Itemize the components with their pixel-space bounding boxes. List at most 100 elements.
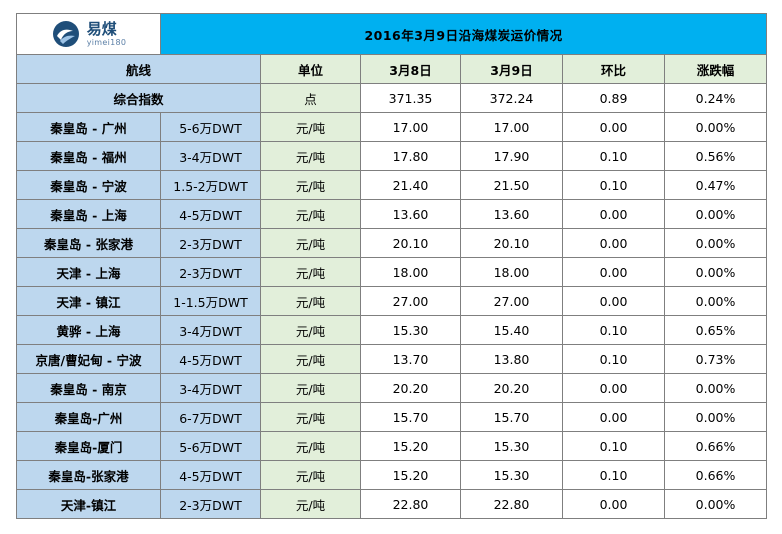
- pct-value-cell: 0.00%: [663, 257, 768, 287]
- date2-value-cell: 15.30: [460, 460, 563, 490]
- pct-value-cell: 0.00%: [663, 402, 768, 432]
- change-value-cell: 0.00: [562, 373, 665, 403]
- change-value-cell: 0.10: [562, 170, 665, 200]
- route-cell: 天津 - 上海: [16, 257, 161, 287]
- route-cell: 黄骅 - 上海: [16, 315, 161, 345]
- index-change: 0.89: [562, 83, 665, 113]
- header-pct: 涨跌幅: [663, 54, 768, 84]
- date1-value-cell: 22.80: [360, 489, 461, 519]
- change-value-cell: 0.00: [562, 257, 665, 287]
- logo-text: 易煤 yimei180: [86, 19, 127, 47]
- table-row: 秦皇岛 - 福州 3-4万DWT 元/吨 17.80 17.90 0.10 0.56%: [16, 141, 768, 171]
- logo-cell: 易煤 yimei180: [16, 13, 161, 55]
- date2-value-cell: 13.60: [460, 199, 563, 229]
- date1-value-cell: 21.40: [360, 170, 461, 200]
- unit-cell: 元/吨: [260, 402, 361, 432]
- pct-value-cell: 0.00%: [663, 286, 768, 316]
- table-row: 秦皇岛 - 上海 4-5万DWT 元/吨 13.60 13.60 0.00 0.00%: [16, 199, 768, 229]
- table-row: 秦皇岛-张家港 4-5万DWT 元/吨 15.20 15.30 0.10 0.66%: [16, 460, 768, 490]
- date1-value-cell: 13.70: [360, 344, 461, 374]
- unit-cell: 元/吨: [260, 257, 361, 287]
- date2-value-cell: 22.80: [460, 489, 563, 519]
- date1-value-cell: 20.10: [360, 228, 461, 258]
- header-unit: 单位: [260, 54, 361, 84]
- ship-size-cell: 3-4万DWT: [160, 141, 261, 171]
- unit-cell: 元/吨: [260, 315, 361, 345]
- change-value-cell: 0.00: [562, 199, 665, 229]
- date1-value-cell: 17.80: [360, 141, 461, 171]
- route-cell: 秦皇岛-广州: [16, 402, 161, 432]
- date1-value-cell: 20.20: [360, 373, 461, 403]
- unit-cell: 元/吨: [260, 489, 361, 519]
- unit-cell: 元/吨: [260, 170, 361, 200]
- ship-size-cell: 2-3万DWT: [160, 489, 261, 519]
- date2-value-cell: 27.00: [460, 286, 563, 316]
- ship-size-cell: 1-1.5万DWT: [160, 286, 261, 316]
- pct-value-cell: 0.00%: [663, 199, 768, 229]
- unit-cell: 元/吨: [260, 431, 361, 461]
- date2-value-cell: 18.00: [460, 257, 563, 287]
- ship-size-cell: 4-5万DWT: [160, 460, 261, 490]
- route-cell: 秦皇岛-厦门: [16, 431, 161, 461]
- route-cell: 秦皇岛 - 南京: [16, 373, 161, 403]
- route-cell: 天津-镇江: [16, 489, 161, 519]
- ship-size-cell: 5-6万DWT: [160, 431, 261, 461]
- ship-size-cell: 4-5万DWT: [160, 344, 261, 374]
- date1-value-cell: 13.60: [360, 199, 461, 229]
- unit-cell: 元/吨: [260, 286, 361, 316]
- index-pct: 0.24%: [663, 83, 768, 113]
- yimei-logo-icon: [52, 21, 79, 47]
- logo: 易煤 yimei180: [18, 19, 160, 49]
- date1-value-cell: 27.00: [360, 286, 461, 316]
- logo-subtitle: yimei180: [86, 37, 127, 47]
- change-value-cell: 0.10: [562, 344, 665, 374]
- change-value-cell: 0.10: [562, 141, 665, 171]
- pct-value-cell: 0.00%: [663, 489, 768, 519]
- route-cell: 秦皇岛 - 广州: [16, 112, 161, 142]
- unit-cell: 元/吨: [260, 141, 361, 171]
- table-row: 京唐/曹妃甸 - 宁波 4-5万DWT 元/吨 13.70 13.80 0.10 0.73%: [16, 344, 768, 374]
- table-row: 黄骅 - 上海 3-4万DWT 元/吨 15.30 15.40 0.10 0.65%: [16, 315, 768, 345]
- route-cell: 京唐/曹妃甸 - 宁波: [16, 344, 161, 374]
- date2-value-cell: 20.20: [460, 373, 563, 403]
- route-cell: 秦皇岛 - 张家港: [16, 228, 161, 258]
- index-unit: 点: [260, 83, 361, 113]
- change-value-cell: 0.00: [562, 286, 665, 316]
- pct-value-cell: 0.00%: [663, 112, 768, 142]
- logo-name: 易煤: [86, 19, 117, 38]
- date2-value-cell: 15.30: [460, 431, 563, 461]
- date2-value-cell: 15.70: [460, 402, 563, 432]
- change-value-cell: 0.00: [562, 402, 665, 432]
- pct-value-cell: 0.66%: [663, 460, 768, 490]
- pct-value-cell: 0.66%: [663, 431, 768, 461]
- index-row: 综合指数 点 371.35 372.24 0.89 0.24%: [16, 83, 768, 113]
- index-label: 综合指数: [16, 83, 261, 113]
- date1-value-cell: 18.00: [360, 257, 461, 287]
- date2-value-cell: 20.10: [460, 228, 563, 258]
- route-cell: 秦皇岛 - 福州: [16, 141, 161, 171]
- pct-value-cell: 0.00%: [663, 373, 768, 403]
- change-value-cell: 0.00: [562, 112, 665, 142]
- ship-size-cell: 2-3万DWT: [160, 228, 261, 258]
- table-row: 天津-镇江 2-3万DWT 元/吨 22.80 22.80 0.00 0.00%: [16, 489, 768, 519]
- change-value-cell: 0.10: [562, 431, 665, 461]
- unit-cell: 元/吨: [260, 199, 361, 229]
- index-date1: 371.35: [360, 83, 461, 113]
- route-cell: 秦皇岛-张家港: [16, 460, 161, 490]
- route-cell: 秦皇岛 - 宁波: [16, 170, 161, 200]
- ship-size-cell: 5-6万DWT: [160, 112, 261, 142]
- freight-rate-table: 易煤 yimei180 2016年3月9日沿海煤炭运价情况 航线 单位 3月8日…: [16, 13, 768, 519]
- table-row: 秦皇岛-厦门 5-6万DWT 元/吨 15.20 15.30 0.10 0.66%: [16, 431, 768, 461]
- table-row: 天津 - 上海 2-3万DWT 元/吨 18.00 18.00 0.00 0.00%: [16, 257, 768, 287]
- date2-value-cell: 13.80: [460, 344, 563, 374]
- header-row: 航线 单位 3月8日 3月9日 环比 涨跌幅: [16, 54, 768, 84]
- title-row: 易煤 yimei180 2016年3月9日沿海煤炭运价情况: [16, 13, 768, 55]
- pct-value-cell: 0.47%: [663, 170, 768, 200]
- unit-cell: 元/吨: [260, 460, 361, 490]
- change-value-cell: 0.00: [562, 228, 665, 258]
- table-row: 秦皇岛 - 宁波 1.5-2万DWT 元/吨 21.40 21.50 0.10 0.47%: [16, 170, 768, 200]
- unit-cell: 元/吨: [260, 228, 361, 258]
- header-date1: 3月8日: [360, 54, 461, 84]
- date1-value-cell: 15.30: [360, 315, 461, 345]
- table-row: 秦皇岛-广州 6-7万DWT 元/吨 15.70 15.70 0.00 0.00%: [16, 402, 768, 432]
